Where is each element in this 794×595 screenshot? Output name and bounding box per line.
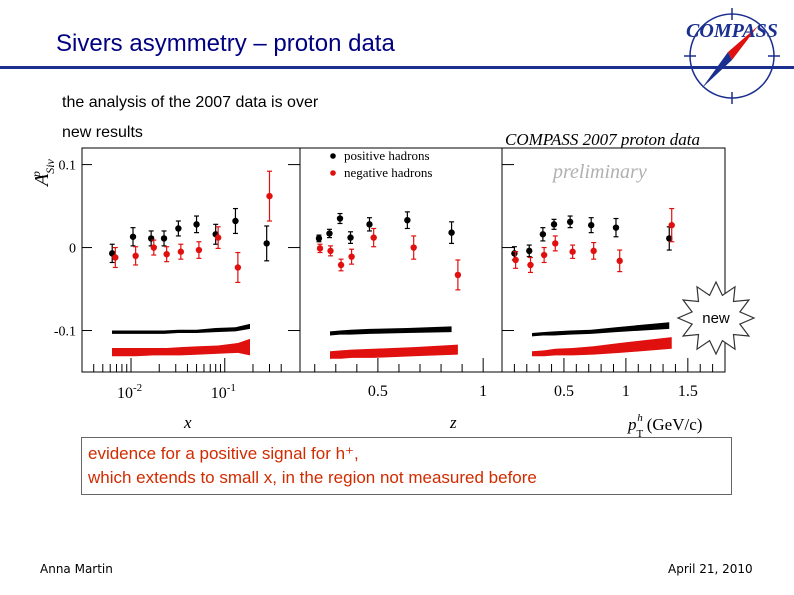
- data-point-1-0-6: [448, 229, 455, 236]
- data-point-1-0-5: [404, 216, 411, 224]
- logo-needle-red: [728, 26, 758, 60]
- data-point-2-1-5: [590, 247, 597, 255]
- x-tick-label-2-2: 1.5: [678, 383, 698, 400]
- evidence-callout: evidence for a positive signal for h⁺, w…: [81, 437, 732, 495]
- data-point-2-1-7: [668, 221, 675, 229]
- data-point-2-1-1: [527, 261, 534, 269]
- data-point-2-1-3: [552, 240, 559, 247]
- data-point-1-1-6: [454, 271, 462, 279]
- data-point-0-1-1: [132, 252, 139, 260]
- x-axis-label-2: pTh (GeV/c): [627, 412, 702, 440]
- sys-band-0-1: [112, 338, 250, 357]
- data-point-0-1-8: [266, 192, 273, 200]
- legend-label-0: positive hadrons: [344, 148, 430, 163]
- data-point-2-0-4: [566, 218, 574, 226]
- x-tick-label-2-1: 1: [622, 383, 630, 400]
- new-badge-label: new: [702, 310, 730, 327]
- data-point-0-1-4: [177, 248, 185, 255]
- sys-band-2-1: [532, 337, 672, 357]
- data-point-2-0-1: [526, 247, 533, 255]
- data-point-0-0-3: [160, 235, 168, 242]
- data-point-0-1-0: [112, 254, 119, 261]
- logo-text: COMPASS: [686, 20, 778, 42]
- data-point-2-1-4: [569, 248, 576, 255]
- data-point-1-1-4: [370, 234, 377, 241]
- x-tick-label-0-1: 10-1: [211, 382, 236, 402]
- callout-line-1: evidence for a positive signal for h⁺,: [88, 444, 359, 463]
- data-point-0-0-5: [193, 221, 200, 228]
- sys-band-2-0: [532, 322, 670, 337]
- data-point-1-0-3: [347, 234, 354, 241]
- callout-line-2: which extends to small x, in the region …: [88, 468, 537, 487]
- chart-subtitle: preliminary: [551, 161, 647, 183]
- data-point-2-0-3: [550, 221, 558, 228]
- data-point-2-1-6: [616, 257, 623, 265]
- y-tick-label-1: 0: [69, 242, 76, 257]
- x-tick-label-2-0: 0.5: [554, 383, 574, 400]
- data-point-1-0-1: [326, 230, 333, 237]
- sys-band-1-1: [330, 344, 458, 360]
- slide-title: Sivers asymmetry – proton data: [56, 30, 395, 57]
- sys-band-1-0: [330, 326, 452, 336]
- data-point-2-1-0: [512, 256, 519, 264]
- data-point-1-1-5: [410, 244, 417, 251]
- chart-title: COMPASS 2007 proton data: [505, 130, 700, 149]
- logo-needle-blue: [702, 52, 732, 88]
- data-point-2-0-6: [612, 224, 620, 231]
- data-point-1-1-2: [337, 261, 345, 269]
- new-badge-burst: [676, 280, 756, 356]
- plot-frame: [81, 147, 726, 373]
- data-point-1-0-0: [315, 235, 323, 242]
- data-point-0-1-2: [150, 244, 158, 251]
- data-point-0-1-5: [195, 246, 203, 254]
- data-point-1-1-3: [348, 253, 355, 260]
- x-axis-label-1: z: [449, 413, 457, 432]
- data-point-0-0-8: [263, 240, 270, 247]
- data-point-1-0-2: [336, 215, 344, 222]
- data-point-0-0-4: [175, 225, 182, 232]
- y-tick-label-0: 0.1: [59, 159, 77, 174]
- data-point-1-0-4: [366, 221, 373, 228]
- compass-logo: COMPASS: [684, 8, 780, 104]
- x-tick-label-0-0: 10-2: [117, 382, 142, 402]
- data-point-1-1-0: [316, 245, 324, 252]
- title-underline: [0, 66, 794, 69]
- y-axis-label: ASivp: [29, 158, 57, 188]
- data-point-2-1-2: [540, 251, 548, 259]
- x-axis-label-0: x: [183, 413, 192, 432]
- data-point-2-0-2: [539, 231, 547, 238]
- sys-band-0-0: [112, 323, 250, 334]
- bullet-analysis-over: the analysis of the 2007 data is over: [62, 94, 319, 111]
- legend-marker-1: [330, 170, 336, 176]
- bullet-new-results: new results: [62, 124, 143, 141]
- data-point-0-1-6: [214, 234, 222, 241]
- x-tick-label-1-0: 0.5: [368, 383, 388, 400]
- legend-marker-0: [330, 153, 336, 159]
- footer-date: April 21, 2010: [668, 562, 753, 576]
- y-tick-label-2: -0.1: [54, 325, 76, 340]
- footer-author: Anna Martin: [40, 562, 113, 576]
- data-point-0-1-3: [163, 250, 170, 258]
- data-point-2-0-7: [666, 235, 673, 242]
- data-point-2-0-5: [588, 221, 595, 229]
- data-point-0-0-1: [129, 233, 137, 240]
- legend-label-1: negative hadrons: [344, 165, 432, 180]
- data-point-0-1-7: [234, 264, 242, 271]
- x-tick-label-1-1: 1: [479, 383, 487, 400]
- data-point-1-1-1: [327, 247, 334, 255]
- data-point-0-0-7: [232, 217, 239, 225]
